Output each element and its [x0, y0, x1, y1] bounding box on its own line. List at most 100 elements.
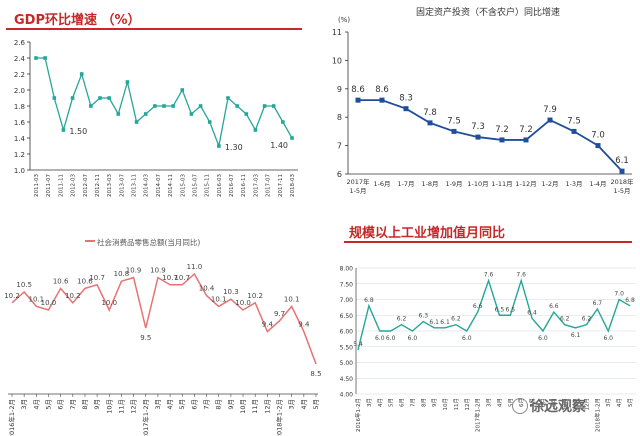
x-tick-label: 12月 [263, 399, 271, 414]
x-tick-label: 1-6月 [373, 180, 390, 188]
gdp-data-label: 1.40 [270, 141, 288, 150]
gdp-point [34, 56, 38, 60]
ip-data-label: 6.8 [625, 297, 635, 304]
retail-data-label: 10.5 [16, 281, 32, 289]
y-tick-label: 1.4 [14, 135, 26, 143]
gdp-data-label: 1.50 [69, 127, 87, 136]
retail-data-label: 10.1 [29, 295, 45, 303]
x-tick-label: 2011-03 [34, 174, 40, 197]
ip-data-label: 6.8 [364, 297, 374, 304]
gdp-point [271, 104, 276, 108]
y-tick-label: 9 [337, 85, 342, 94]
fai-point [595, 143, 601, 149]
x-tick-label: 2018-03 [290, 174, 296, 197]
x-tick-label: 3月 [20, 399, 28, 410]
fai-chart-title: 固定资产投资（不含农户）同比增速 [416, 8, 561, 18]
fai-data-label: 7.2 [495, 125, 509, 135]
x-tick-label: 5月 [507, 398, 514, 407]
y-tick-label: 6.50 [340, 313, 354, 320]
gdp-point [143, 112, 148, 116]
ip-data-label: 6.0 [538, 335, 548, 342]
y-tick-label: 8.00 [340, 266, 354, 273]
x-tick-label: 3月 [288, 399, 296, 410]
fai-point [523, 137, 529, 143]
ip-data-label: 7.6 [516, 272, 526, 279]
x-tick-label: 1-9月 [445, 180, 462, 188]
gdp-point [125, 80, 130, 84]
x-tick-label: 2012-03 [71, 174, 77, 197]
retail-data-label: 10.4 [199, 285, 215, 293]
y-tick-label: 1.0 [14, 167, 25, 175]
x-tick-label: 2013-03 [107, 174, 113, 197]
x-tick-label: 10月 [105, 399, 113, 414]
retail-data-label: 10.2 [4, 292, 20, 300]
gdp-point [52, 96, 57, 100]
x-tick-label: 6月 [57, 399, 65, 410]
retail-data-label: 10.0 [235, 299, 251, 307]
ip-data-label: 6.2 [560, 316, 570, 323]
x-tick-label: 8月 [215, 399, 223, 410]
gdp-point [61, 128, 66, 132]
fai-series-line [358, 99, 623, 172]
x-tick-label: 2015-11 [205, 174, 211, 197]
x-tick-label: 2018年 [610, 177, 634, 186]
x-tick-label: 6月 [399, 398, 406, 407]
x-tick-label: 2017-11 [278, 174, 284, 197]
retail-legend-swatch [85, 240, 95, 242]
x-tick-label: 3月 [154, 399, 162, 410]
ip-data-label: 6.1 [571, 332, 581, 339]
x-tick-label: 11月 [453, 398, 460, 411]
x-tick-label: 4月 [496, 398, 503, 407]
x-tick-label: 12月 [464, 398, 471, 411]
ip-series-line [357, 278, 631, 351]
fai-data-label: 7.9 [543, 105, 557, 115]
x-tick-label: 4月 [616, 398, 623, 407]
x-tick-label: 2013-11 [132, 174, 138, 197]
x-tick-label: 1-11月 [491, 180, 512, 188]
fai-data-label: 8.6 [351, 85, 365, 95]
x-tick-label: 12月 [130, 399, 138, 414]
x-tick-label: 4月 [300, 399, 308, 410]
fai-data-label: 7.3 [471, 122, 485, 132]
retail-data-label: 11.0 [187, 263, 203, 271]
ip-data-label: 6.4 [527, 309, 537, 316]
x-tick-label: 2014-03 [144, 174, 150, 197]
gdp-point [153, 104, 157, 108]
fai-point [403, 106, 409, 112]
x-tick-label: 3月 [366, 398, 373, 407]
gdp-point [262, 104, 267, 108]
gdp-point [70, 96, 75, 100]
fai-point [475, 134, 481, 140]
retail-data-label: 10.1 [284, 295, 300, 303]
gdp-point [171, 104, 175, 108]
ip-data-label: 6.3 [419, 313, 429, 320]
gdp-point [134, 120, 139, 124]
gdp-point [217, 144, 221, 148]
y-tick-label: 5.50 [340, 344, 354, 351]
retail-data-label: 10.0 [101, 299, 117, 307]
ip-chart: 4.00 4.50 5.00 5.50 6.00 6.50 7.00 7.50 8.00 2016… [340, 266, 636, 432]
x-tick-label: 9月 [93, 399, 101, 410]
retail-data-label: 10.2 [65, 292, 81, 300]
y-tick-label: 2.4 [14, 55, 26, 63]
x-tick-label: 9月 [551, 398, 558, 407]
gdp-chart-title: GDP环比增速 （%） [14, 13, 141, 28]
gdp-point [207, 120, 212, 124]
x-tick-label: 2014-11 [168, 174, 174, 197]
watermark: 徐远观察 [530, 399, 586, 415]
fai-data-label: 7.5 [447, 116, 461, 126]
fai-point [619, 168, 625, 174]
ip-data-label: 6.0 [603, 335, 613, 342]
ip-data-label: 6.5 [506, 306, 516, 313]
gdp-point [107, 96, 111, 100]
ip-data-label: 6.0 [386, 335, 396, 342]
fai-point [427, 120, 433, 126]
retail-data-label: 10.7 [162, 274, 178, 282]
retail-data-label: 8.5 [310, 370, 321, 378]
ip-data-label: 6.0 [408, 335, 418, 342]
ip-data-label: 6.2 [397, 316, 407, 323]
gdp-point [290, 136, 294, 140]
x-tick-label: 2016-03 [217, 174, 223, 197]
retail-data-label: 9.7 [274, 310, 285, 318]
y-tick-label: 1.2 [14, 151, 25, 159]
